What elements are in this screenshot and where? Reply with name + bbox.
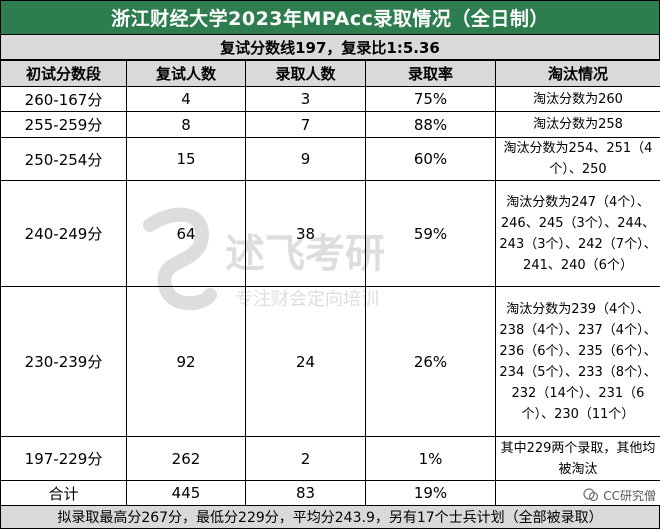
cell-admitted: 38 <box>245 180 366 287</box>
cell-admitted: 24 <box>245 286 366 437</box>
cell-interviewed: 4 <box>126 86 246 112</box>
cell-rate: 59% <box>365 180 496 287</box>
cell-range: 197-229分 <box>0 436 127 481</box>
header-admitted: 录取人数 <box>245 60 366 87</box>
page-title: 浙江财经大学2023年MPAcc录取情况（全日制） <box>0 0 660 35</box>
header-range: 初试分数段 <box>0 60 127 87</box>
cell-range: 250-254分 <box>0 137 127 181</box>
header-rate: 录取率 <box>365 60 496 87</box>
table-row: 260-167分 4 3 75% 淘汰分数为260 <box>0 86 660 112</box>
cell-interviewed: 445 <box>126 480 246 506</box>
cell-admitted: 3 <box>245 86 366 112</box>
cell-range: 260-167分 <box>0 86 127 112</box>
header-eliminated: 淘汰情况 <box>495 60 660 87</box>
cell-admitted: 7 <box>245 111 366 138</box>
table-row: 250-254分 15 9 60% 淘汰分数为254、251（4个）、250 <box>0 137 660 181</box>
cell-admitted: 83 <box>245 480 366 506</box>
cell-admitted: 2 <box>245 436 366 481</box>
admission-table: 初试分数段 复试人数 录取人数 录取率 淘汰情况 260-167分 4 3 75… <box>0 60 660 506</box>
wechat-icon <box>583 488 599 502</box>
cell-rate: 1% <box>365 436 496 481</box>
cell-rate: 60% <box>365 137 496 181</box>
cell-range: 240-249分 <box>0 180 127 287</box>
cell-eliminated: 淘汰分数为247（4个）、246、245（3个）、244、243（3个）、242… <box>495 180 660 287</box>
cell-eliminated: 淘汰分数为254、251（4个）、250 <box>495 137 660 181</box>
table-header-row: 初试分数段 复试人数 录取人数 录取率 淘汰情况 <box>0 60 660 87</box>
cell-interviewed: 64 <box>126 180 246 287</box>
header-interviewed: 复试人数 <box>126 60 246 87</box>
table-row: 197-229分 262 2 1% 其中229两个录取，其他均被淘汰 <box>0 436 660 481</box>
table-row: 230-239分 92 24 26% 淘汰分数为239（4个）、238（4个）、… <box>0 286 660 437</box>
cell-eliminated: 淘汰分数为258 <box>495 111 660 138</box>
table-row: 255-259分 8 7 88% 淘汰分数为258 <box>0 111 660 138</box>
cell-range: 合计 <box>0 480 127 506</box>
cell-eliminated: 淘汰分数为260 <box>495 86 660 112</box>
cell-interviewed: 92 <box>126 286 246 437</box>
cell-range: 255-259分 <box>0 111 127 138</box>
cell-interviewed: 8 <box>126 111 246 138</box>
cell-rate: 75% <box>365 86 496 112</box>
cell-eliminated: 淘汰分数为239（4个）、238（4个）、237（4个）、236（6个）、235… <box>495 286 660 437</box>
cell-admitted: 9 <box>245 137 366 181</box>
cell-range: 230-239分 <box>0 286 127 437</box>
subtitle: 复试分数线197，复录比1:5.36 <box>0 35 660 60</box>
cell-rate: 88% <box>365 111 496 138</box>
source-badge: CC研究僧 <box>583 483 656 507</box>
source-badge-text: CC研究僧 <box>603 488 656 503</box>
cell-eliminated: 其中229两个录取，其他均被淘汰 <box>495 436 660 481</box>
cell-rate: 19% <box>365 480 496 506</box>
cell-interviewed: 262 <box>126 436 246 481</box>
table-row: 240-249分 64 38 59% 淘汰分数为247（4个）、246、245（… <box>0 180 660 287</box>
footer-note: 拟录取最高分267分，最低分229分，平均分243.9，另有17个士兵计划（全部… <box>0 505 660 529</box>
cell-interviewed: 15 <box>126 137 246 181</box>
table-total-row: 合计 445 83 19% <box>0 480 660 506</box>
cell-rate: 26% <box>365 286 496 437</box>
